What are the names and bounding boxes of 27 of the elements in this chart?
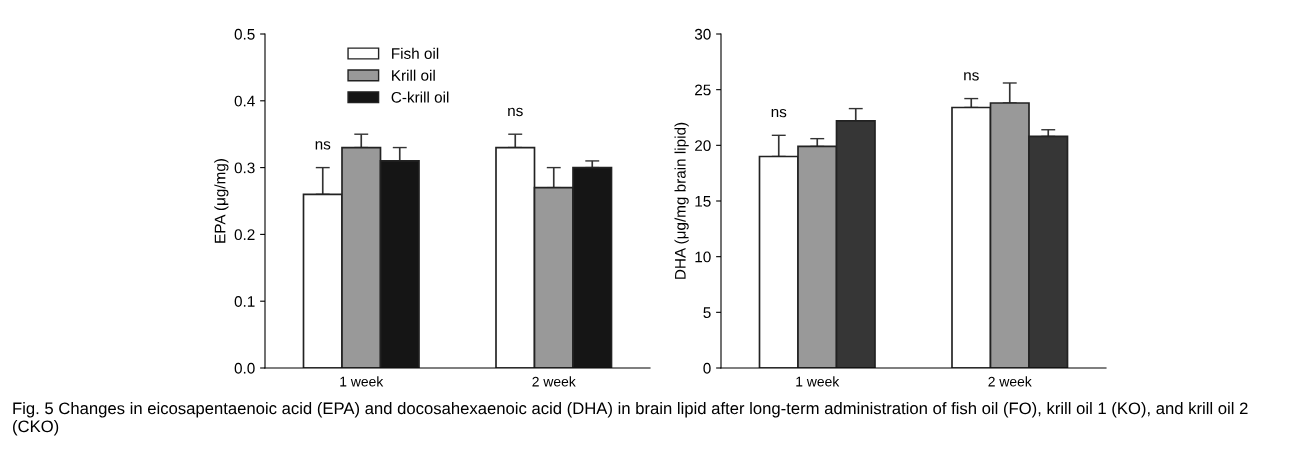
x-tick-label: 1 week (340, 376, 384, 387)
y-tick-label: 0.0 (234, 362, 255, 374)
annotation: ns (315, 141, 331, 150)
x-tick-label: 2 week (988, 376, 1032, 387)
y-tick-label: 10 (695, 251, 711, 263)
y-tick-label: 0 (703, 362, 711, 374)
y-tick-label: 0.2 (234, 229, 255, 241)
annotation: ns (964, 72, 979, 81)
y-tick-label: 0.1 (234, 296, 255, 307)
annotation: ns (508, 107, 523, 117)
y-tick-label: 0.3 (234, 162, 255, 174)
y-tick-label: 30 (694, 28, 711, 40)
x-tick-label: 1 week (796, 376, 840, 387)
y-tick-label: 25 (695, 84, 711, 96)
legend-label: Fish oil (392, 47, 439, 59)
legend-label: Krill oil (392, 69, 435, 81)
y-axis-title: DHA (μg/mg brain lipid) (674, 122, 689, 279)
y-tick-label: 0.5 (234, 28, 255, 40)
y-tick-label: 20 (695, 140, 711, 152)
legend-label: C-krill oil (391, 91, 449, 103)
caption: Fig. 5 Changes in eicosapentaenoic acid (EPA) and docosahexaenoic acid (DHA) in brain lipid after long-term administration of fish oil (FO), krill oil 1 (KO), and krill oil 2 (CKO) (13, 402, 1248, 436)
y-tick-label: 15 (695, 196, 711, 207)
y-tick-label: 0.4 (234, 95, 255, 107)
y-axis-title: EPA (μg/mg) (214, 159, 229, 243)
y-tick-label: 5 (703, 307, 711, 319)
annotation: ns (771, 108, 787, 118)
x-tick-label: 2 week (532, 376, 576, 387)
